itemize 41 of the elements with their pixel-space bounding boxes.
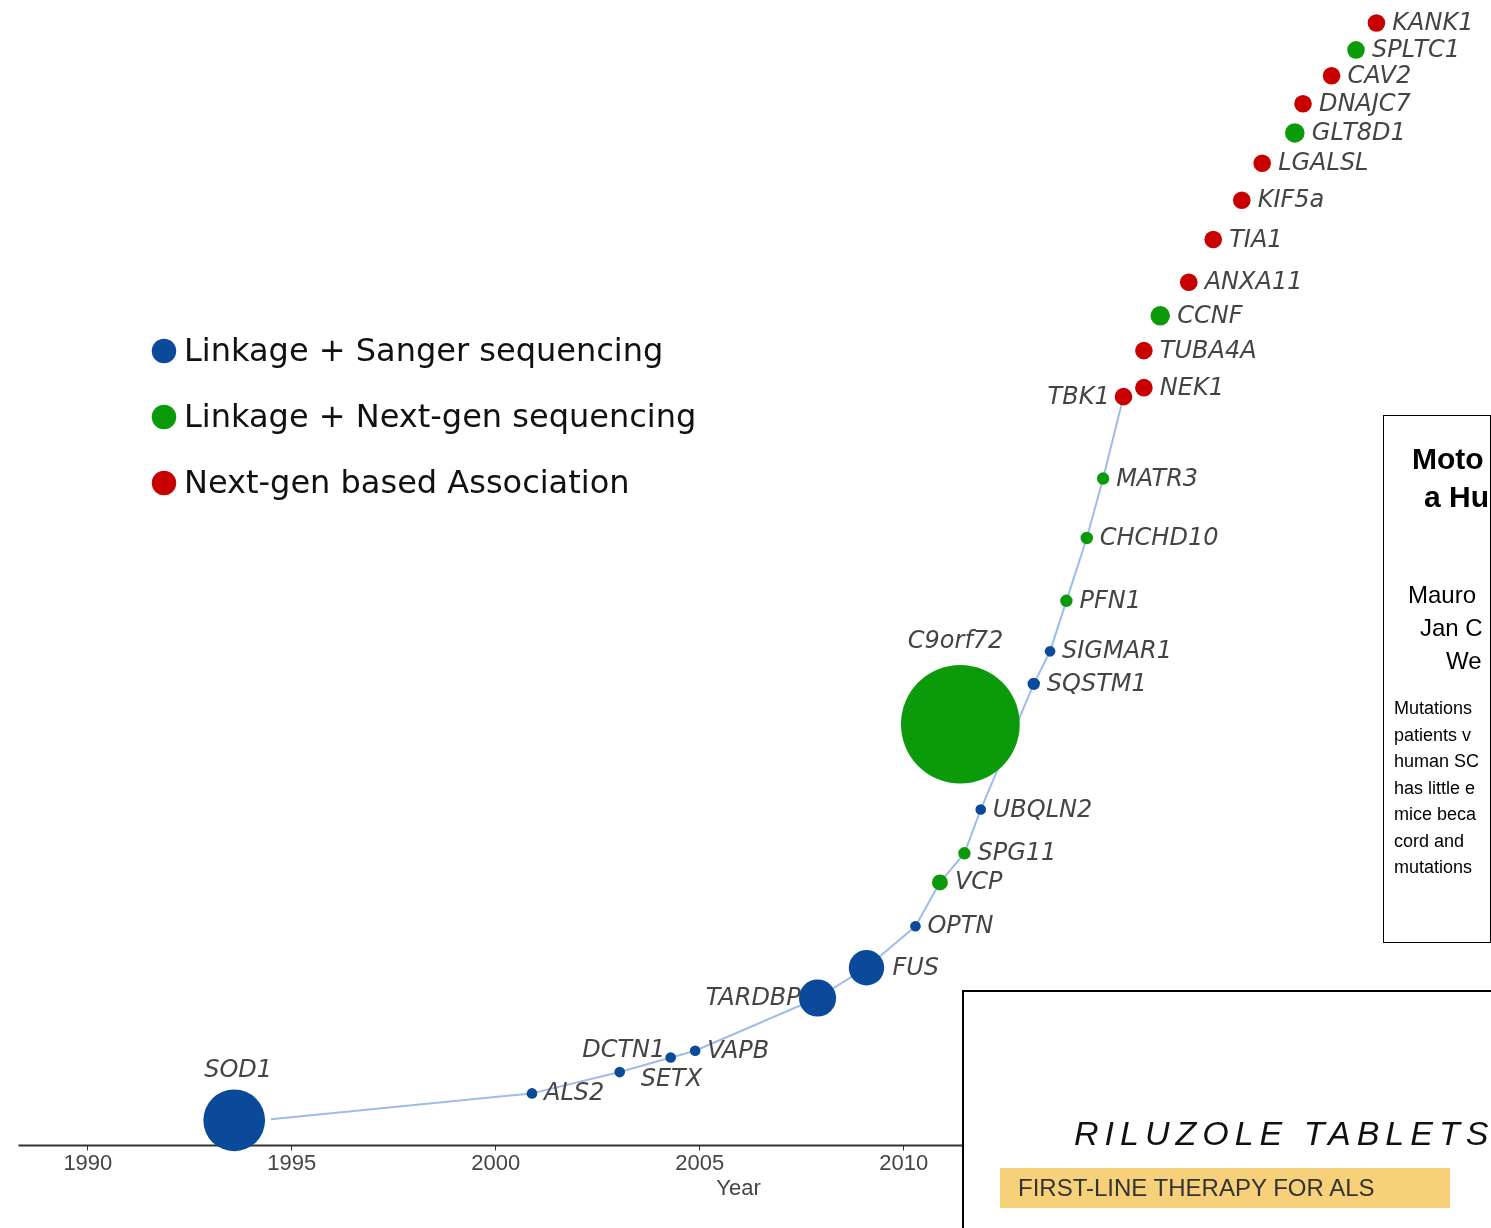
annotation: TBK1 [1047, 381, 1110, 410]
annotation: CHCHD10 [1099, 523, 1219, 551]
annotation: OPTN [927, 911, 994, 940]
annotation: RILUZOLE TABLETS FIRST-LINE THERAPY FOR ALS [1017, 1114, 1491, 1203]
x-tick-label: 2010 [879, 1149, 929, 1175]
annotation: DNAJC7 [1318, 88, 1412, 117]
annotation: PFN1 [1079, 585, 1141, 614]
paper-excerpt: Moto a Hu Mauro Jan C We Mutations patients v human SC has little e mice beca cord and mutations [1383, 415, 1491, 943]
annotation: NEK1 [1159, 372, 1224, 401]
annotation: FUS [892, 952, 940, 981]
annotation: UBQLN2 [992, 794, 1093, 823]
annotation: SPG11 [977, 838, 1057, 867]
annotation: LGALSL [1278, 148, 1369, 177]
annotation: VCP [954, 867, 1004, 896]
legend-label: Next-gen based Association [184, 463, 630, 501]
annotation: TIA1 [1229, 224, 1283, 253]
annotation: DCTN1 [582, 1035, 666, 1064]
annotation: TUBA4A [1159, 335, 1257, 364]
x-axis-title: Year [716, 1174, 761, 1200]
annotation: MATR3 [1116, 463, 1199, 492]
annotation: CCNF [1177, 300, 1244, 329]
x-tick-label: 1995 [267, 1149, 317, 1175]
annotation: ANXA11 [1202, 267, 1303, 296]
x-tick-label: 1990 [63, 1149, 113, 1175]
legend-label: Linkage + Sanger sequencing [184, 331, 664, 369]
annotation: SPLTC1 [1371, 34, 1461, 63]
annotation: GLT8D1 [1311, 117, 1406, 146]
annotation: SETX [640, 1064, 703, 1093]
x-tick-label: 2000 [471, 1149, 521, 1175]
annotation: ALS2 [541, 1078, 605, 1107]
legend-label: Linkage + Next-gen sequencing [184, 397, 697, 435]
annotation: C9orf72 [907, 626, 1004, 655]
annotation: KANK1 [1392, 8, 1474, 36]
annotation: SQSTM1 [1046, 668, 1147, 697]
drug-advert: RILUZOLE TABLETS FIRST-LINE THERAPY FOR ALS [962, 990, 1491, 1228]
annotation: SIGMAR1 [1062, 636, 1173, 665]
x-tick-label: 2005 [675, 1149, 725, 1175]
annotation: CAV2 [1347, 60, 1412, 89]
annotation: SOD1 [204, 1054, 273, 1083]
annotation: KIF5a [1257, 185, 1325, 214]
annotation: VAPB [707, 1035, 770, 1064]
